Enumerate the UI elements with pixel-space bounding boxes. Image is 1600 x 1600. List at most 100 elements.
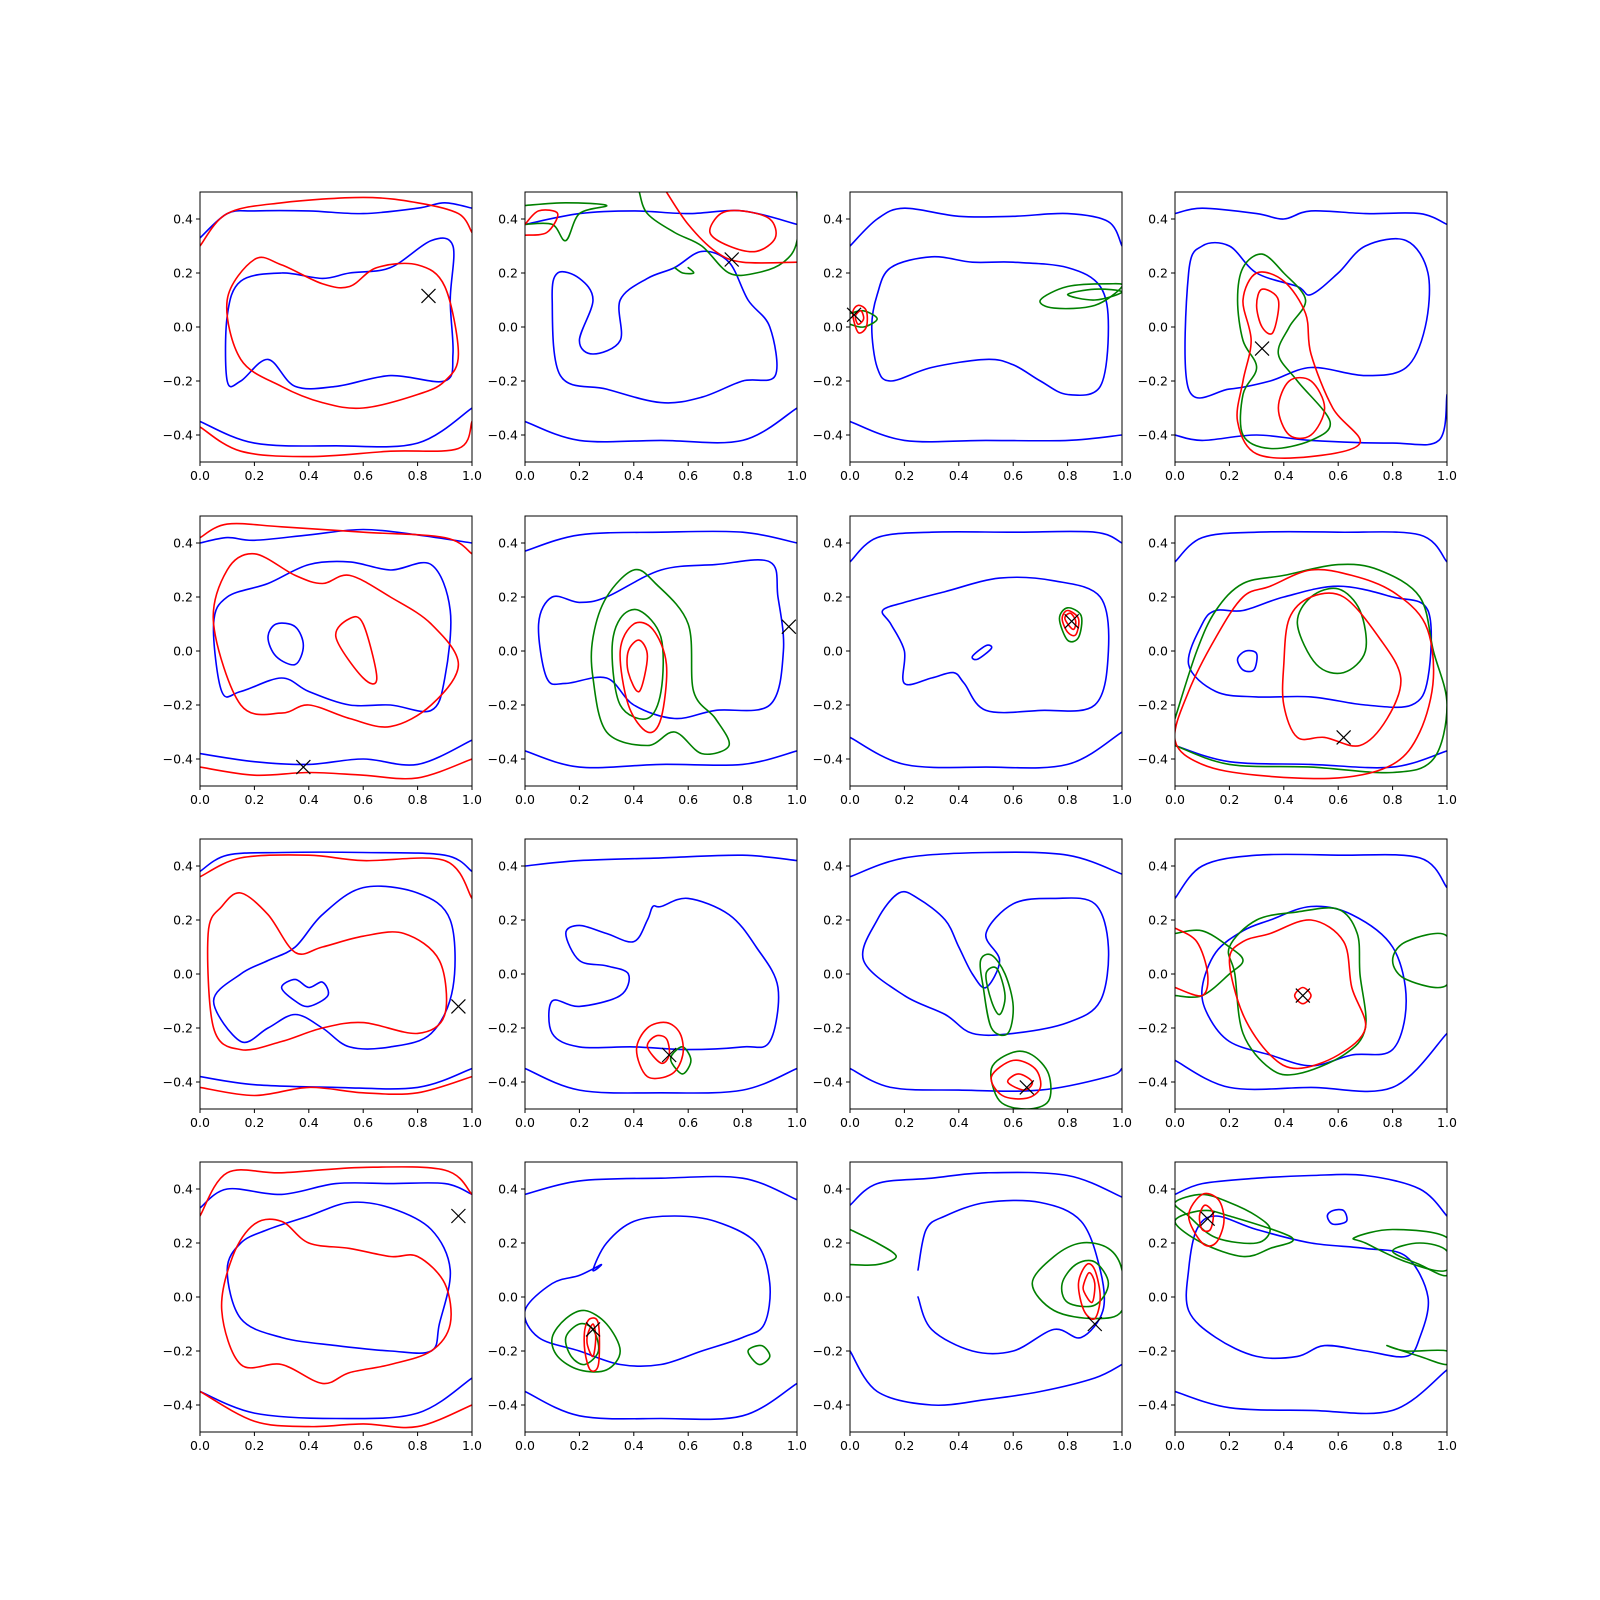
blue-contour-line bbox=[850, 420, 1122, 443]
x-tick-label: 0.8 bbox=[1058, 1438, 1078, 1453]
x-tick-label: 0.6 bbox=[678, 468, 698, 483]
x-marker bbox=[661, 1047, 677, 1063]
blue-contour-line bbox=[280, 978, 330, 1008]
x-tick-label: 0.2 bbox=[1219, 792, 1239, 807]
x-tick-label: 0.8 bbox=[1383, 1115, 1403, 1130]
y-tick-label: −0.2 bbox=[813, 1344, 843, 1359]
y-tick-label: −0.2 bbox=[488, 698, 518, 713]
y-tick-label: 0.4 bbox=[498, 859, 518, 874]
red-contour-line bbox=[626, 639, 649, 693]
x-tick-label: 0.8 bbox=[1383, 1438, 1403, 1453]
y-tick-label: −0.2 bbox=[488, 1344, 518, 1359]
blue-contour-line bbox=[525, 750, 797, 769]
y-tick-label: 0.0 bbox=[823, 1290, 843, 1305]
x-tick-label: 0.8 bbox=[733, 1115, 753, 1130]
blue-contour-line bbox=[525, 1382, 797, 1421]
x-tick-label: 1.0 bbox=[1437, 792, 1457, 807]
y-tick-label: −0.2 bbox=[813, 1021, 843, 1036]
y-tick-label: 0.2 bbox=[173, 590, 193, 605]
x-tick-label: 0.8 bbox=[1058, 468, 1078, 483]
green-contour-line bbox=[1391, 1242, 1447, 1277]
y-tick-label: 0.2 bbox=[498, 913, 518, 928]
blue-contour-line bbox=[200, 1182, 472, 1209]
green-contour-line bbox=[638, 192, 797, 277]
contour-area bbox=[200, 522, 472, 780]
contour-area bbox=[1175, 1173, 1447, 1415]
x-tick-label: 0.6 bbox=[1328, 792, 1348, 807]
subplot-2: 0.0 0.2 0.4 0.6 0.8 1.0 0.4 0.2 0.0 −0.2 −0.4 bbox=[488, 191, 807, 483]
y-tick-label: 0.4 bbox=[173, 859, 193, 874]
y-tick-label: 0.0 bbox=[1148, 320, 1168, 335]
red-contour-line bbox=[1064, 612, 1077, 631]
blue-contour-line bbox=[525, 1067, 797, 1094]
blue-contour-line bbox=[1175, 853, 1447, 900]
x-tick-label: 1.0 bbox=[1437, 1115, 1457, 1130]
y-tick-label: 0.2 bbox=[823, 1236, 843, 1251]
blue-contour-line bbox=[548, 897, 780, 1051]
x-tick-label: 0.8 bbox=[408, 1438, 428, 1453]
x-tick-label: 0.0 bbox=[190, 1438, 210, 1453]
x-tick-label: 0.2 bbox=[569, 468, 589, 483]
x-tick-label: 0.0 bbox=[1165, 1115, 1185, 1130]
red-contour-line bbox=[1281, 592, 1402, 747]
green-contour-line bbox=[747, 1344, 771, 1366]
blue-contour-line bbox=[870, 255, 1110, 397]
blue-contour-line bbox=[267, 622, 305, 666]
y-tick-label: −0.2 bbox=[1138, 374, 1168, 389]
y-tick-label: 0.0 bbox=[1148, 1290, 1168, 1305]
blue-contour-line bbox=[1187, 585, 1433, 709]
red-contour-line bbox=[200, 522, 472, 555]
subplot-12: 0.0 0.2 0.4 0.6 0.8 1.0 0.4 0.2 0.0 −0.2 −0.4 bbox=[1138, 838, 1457, 1130]
y-tick-label: 0.2 bbox=[1148, 266, 1168, 281]
x-marker bbox=[1064, 613, 1080, 629]
y-tick-label: 0.2 bbox=[498, 1236, 518, 1251]
blue-contour-line bbox=[1175, 1032, 1447, 1093]
blue-contour-line bbox=[200, 739, 472, 766]
blue-contour-line bbox=[212, 885, 456, 1050]
y-tick-label: 0.4 bbox=[1148, 212, 1168, 227]
blue-contour-line bbox=[200, 851, 472, 873]
x-tick-label: 0.4 bbox=[1274, 468, 1294, 483]
red-contour-line bbox=[334, 615, 378, 685]
x-tick-label: 0.0 bbox=[840, 792, 860, 807]
y-tick-label: 0.2 bbox=[1148, 913, 1168, 928]
y-tick-label: −0.2 bbox=[488, 374, 518, 389]
y-tick-label: −0.4 bbox=[163, 752, 193, 767]
green-contour-line bbox=[1352, 1228, 1447, 1272]
y-tick-label: 0.4 bbox=[498, 212, 518, 227]
blue-contour-line bbox=[1201, 905, 1407, 1067]
subplot-3: 0.0 0.2 0.4 0.6 0.8 1.0 0.4 0.2 0.0 −0.2 −0.4 bbox=[813, 191, 1132, 483]
red-contour-line bbox=[1255, 288, 1280, 335]
y-tick-label: 0.2 bbox=[1148, 590, 1168, 605]
x-tick-label: 0.0 bbox=[190, 1115, 210, 1130]
red-contour-line bbox=[206, 892, 448, 1051]
red-contour-line bbox=[1187, 1192, 1225, 1247]
green-contour-line bbox=[611, 608, 665, 720]
x-tick-label: 0.8 bbox=[408, 1115, 428, 1130]
red-contour-line bbox=[583, 1317, 601, 1372]
x-tick-label: 0.2 bbox=[244, 1438, 264, 1453]
subplot-4: 0.0 0.2 0.4 0.6 0.8 1.0 0.4 0.2 0.0 −0.2 −0.4 bbox=[1138, 191, 1457, 483]
subplot-7: 0.0 0.2 0.4 0.6 0.8 1.0 0.4 0.2 0.0 −0.2 −0.4 bbox=[813, 515, 1132, 807]
x-tick-label: 0.6 bbox=[353, 468, 373, 483]
contour-area bbox=[850, 207, 1122, 443]
blue-contour-line bbox=[525, 854, 797, 867]
x-tick-label: 0.0 bbox=[515, 468, 535, 483]
red-contour-line bbox=[646, 1034, 671, 1065]
subplot-16: 0.0 0.2 0.4 0.6 0.8 1.0 0.4 0.2 0.0 −0.2 −0.4 bbox=[1138, 1161, 1457, 1453]
x-tick-label: 0.4 bbox=[1274, 1438, 1294, 1453]
red-contour-line bbox=[854, 309, 865, 326]
red-contour-line bbox=[586, 1323, 597, 1358]
x-marker bbox=[1295, 988, 1311, 1004]
y-tick-label: 0.0 bbox=[823, 967, 843, 982]
blue-contour-line bbox=[551, 250, 778, 404]
x-tick-label: 0.6 bbox=[353, 1438, 373, 1453]
y-tick-label: −0.4 bbox=[488, 428, 518, 443]
x-tick-label: 1.0 bbox=[787, 1438, 807, 1453]
contour-area bbox=[525, 192, 797, 444]
x-marker bbox=[1087, 1316, 1103, 1332]
green-contour-line bbox=[850, 1228, 898, 1266]
red-contour-line bbox=[200, 1390, 472, 1429]
blue-contour-line bbox=[917, 1199, 1106, 1355]
x-tick-label: 0.0 bbox=[515, 1115, 535, 1130]
